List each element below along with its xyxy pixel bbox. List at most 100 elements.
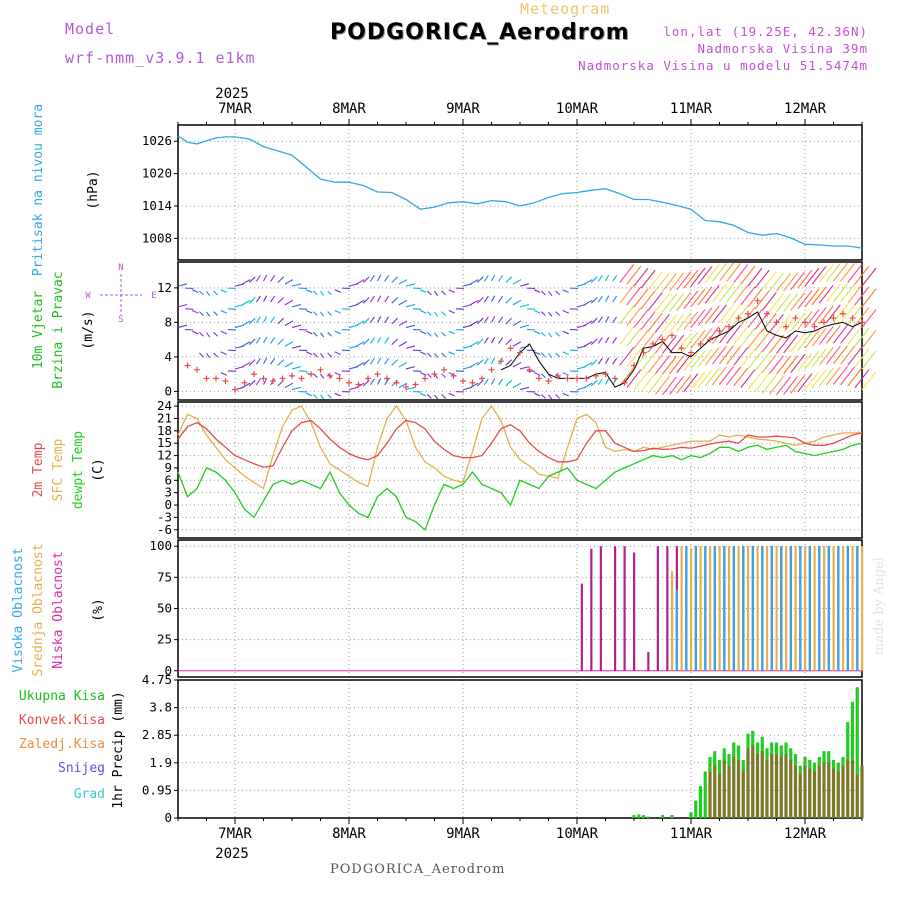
wind-gust-marker <box>393 379 400 386</box>
wind-barb <box>220 289 227 293</box>
cloud-high-bar <box>751 546 754 671</box>
precip-conv-bar <box>751 745 755 818</box>
wind-barb <box>441 373 447 379</box>
wind-barb <box>277 359 285 366</box>
day-label-top: 9MAR <box>446 101 480 117</box>
wind-barb <box>583 299 593 306</box>
year-label-top: 2025 <box>215 86 249 102</box>
cloud-high-bar <box>685 546 688 671</box>
wind-barb <box>540 394 546 399</box>
wind-barb <box>327 311 333 316</box>
wind-barb <box>320 373 325 379</box>
wind-barb <box>683 311 699 330</box>
wind-barb <box>277 297 285 304</box>
wind-barb <box>391 297 399 304</box>
wind-barb <box>776 335 791 354</box>
wind-barb <box>505 276 513 283</box>
wind-gust-marker <box>194 366 200 373</box>
wind-barb <box>483 378 489 386</box>
wind-barb <box>448 310 455 314</box>
wind-barb <box>434 290 439 296</box>
wind-barb <box>761 374 777 394</box>
wind-barb <box>483 275 489 282</box>
wind-gust-marker <box>365 375 371 382</box>
wind-barb <box>355 320 365 327</box>
cloud-high-bar <box>780 546 783 671</box>
wind-gust-marker <box>488 366 495 373</box>
wind-gust-marker <box>479 375 485 382</box>
y-tick-label: 1014 <box>142 198 172 213</box>
day-label-bottom: 8MAR <box>332 826 366 842</box>
wind-barb <box>192 373 198 376</box>
wind-barb <box>178 367 187 369</box>
cloud-low-bar <box>633 552 636 671</box>
wind-barb <box>840 304 856 324</box>
wind-barb <box>192 393 198 396</box>
wind-barb <box>248 379 256 387</box>
cloud-high-bar <box>723 546 726 671</box>
precip-conv-bar <box>774 754 779 818</box>
wind-barb <box>391 359 399 366</box>
wind-barb <box>476 317 484 325</box>
wind-barb <box>676 312 692 332</box>
wind-barb <box>847 326 863 345</box>
wind-barb <box>676 292 692 311</box>
wind-barb <box>548 332 553 338</box>
wind-barb <box>804 309 820 328</box>
wind-barb <box>833 345 848 365</box>
precip-conv-bar <box>789 759 793 818</box>
compass-rose: N S E W <box>85 263 156 325</box>
wind-barb <box>355 279 365 285</box>
precip-conv-bar <box>822 762 826 818</box>
wind-barb <box>519 386 530 391</box>
wind-unit: (m/s) <box>81 310 96 349</box>
wind-barb <box>654 313 670 333</box>
wind-barb <box>291 386 302 391</box>
wind-barb <box>640 352 656 372</box>
wind-barb <box>369 295 375 303</box>
wind-gust-marker <box>469 379 476 386</box>
wind-barb <box>312 331 318 337</box>
wind-gust-marker <box>232 386 238 393</box>
wind-barb <box>690 309 706 328</box>
cloud-mid-bar <box>832 546 835 671</box>
precip-conv-bar <box>793 765 798 818</box>
wind-gust-marker <box>336 375 343 382</box>
wind-barb <box>704 346 720 366</box>
wind-barb <box>306 289 313 293</box>
wind-gust-marker <box>811 323 818 330</box>
wind-barb <box>540 352 546 358</box>
wind-barb <box>747 288 763 308</box>
cloud-low-bar <box>599 546 602 671</box>
precip-conv-bar <box>841 765 845 818</box>
wind-gust-marker <box>317 366 324 373</box>
wind-barb <box>505 379 513 387</box>
precip-panel-frame <box>177 679 863 819</box>
precip-unit: 1hr Precip (mm) <box>111 691 126 808</box>
wind-barb <box>248 338 256 345</box>
wind-barb <box>255 337 261 344</box>
wind-gust-marker <box>726 323 732 330</box>
wind-barb <box>776 314 791 334</box>
wind-barb <box>284 341 294 347</box>
wind-barb <box>854 307 870 326</box>
wind-barb <box>818 264 834 283</box>
wind-barb <box>669 355 685 375</box>
wind-barb <box>206 311 211 317</box>
wind-barb <box>662 355 677 375</box>
wind-gust-marker <box>754 297 761 304</box>
wind-barb <box>334 372 341 376</box>
wind-barb <box>384 295 390 303</box>
wind-barb <box>597 316 603 324</box>
wind-barb <box>491 378 496 385</box>
wind-barb <box>434 353 439 359</box>
wind-barb <box>277 276 285 283</box>
wind-barb <box>505 359 513 366</box>
wind-barb <box>676 354 692 373</box>
wind-barb <box>619 305 635 325</box>
legend-hail: Grad <box>74 787 105 802</box>
wind-barb <box>811 327 827 347</box>
wind-barb <box>797 352 813 372</box>
wind-barb <box>384 275 390 282</box>
